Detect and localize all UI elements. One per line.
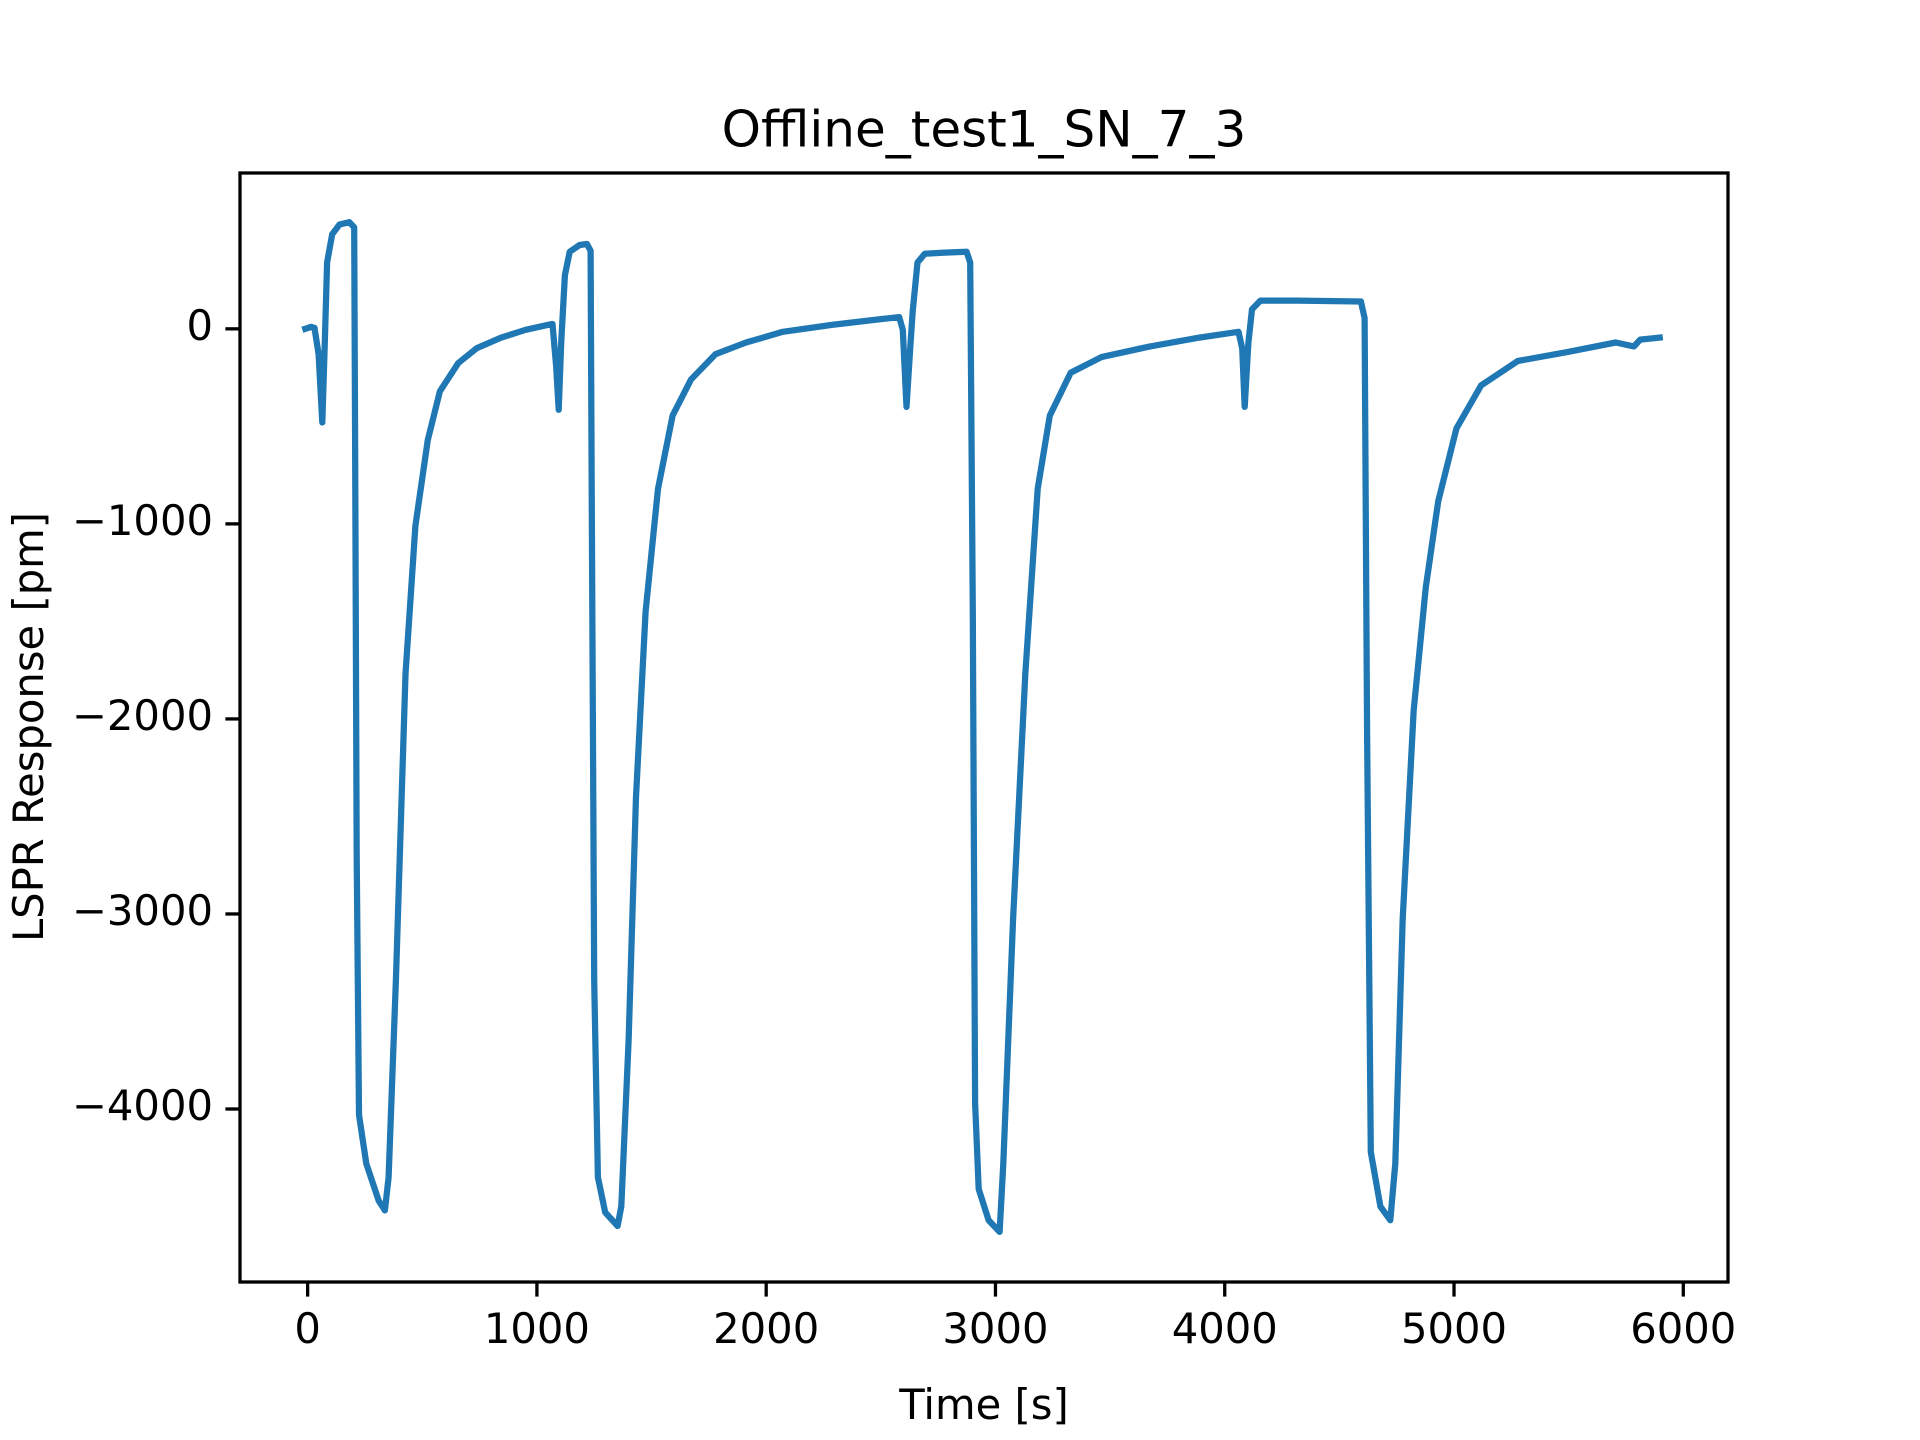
data-line xyxy=(301,219,1664,1236)
x-tick-label: 4000 xyxy=(1172,1304,1278,1353)
y-tick-label: −4000 xyxy=(72,1081,213,1130)
x-tick-label: 2000 xyxy=(713,1304,819,1353)
y-tick-label: −2000 xyxy=(72,691,213,740)
x-tick-label: 5000 xyxy=(1401,1304,1507,1353)
plot-frame xyxy=(238,171,1730,1284)
x-tick-label: 3000 xyxy=(942,1304,1048,1353)
x-tick-label: 6000 xyxy=(1630,1304,1736,1353)
chart-title: Offline_test1_SN_7_3 xyxy=(722,101,1247,159)
x-tick-label: 0 xyxy=(294,1304,321,1353)
y-axis-label: LSPR Response [pm] xyxy=(4,512,53,942)
y-tick-label: −3000 xyxy=(72,886,213,935)
y-tick-label: 0 xyxy=(186,301,213,350)
y-tick-label: −1000 xyxy=(72,496,213,545)
x-axis-label: Time [s] xyxy=(898,1380,1069,1429)
x-tick-label: 1000 xyxy=(484,1304,590,1353)
